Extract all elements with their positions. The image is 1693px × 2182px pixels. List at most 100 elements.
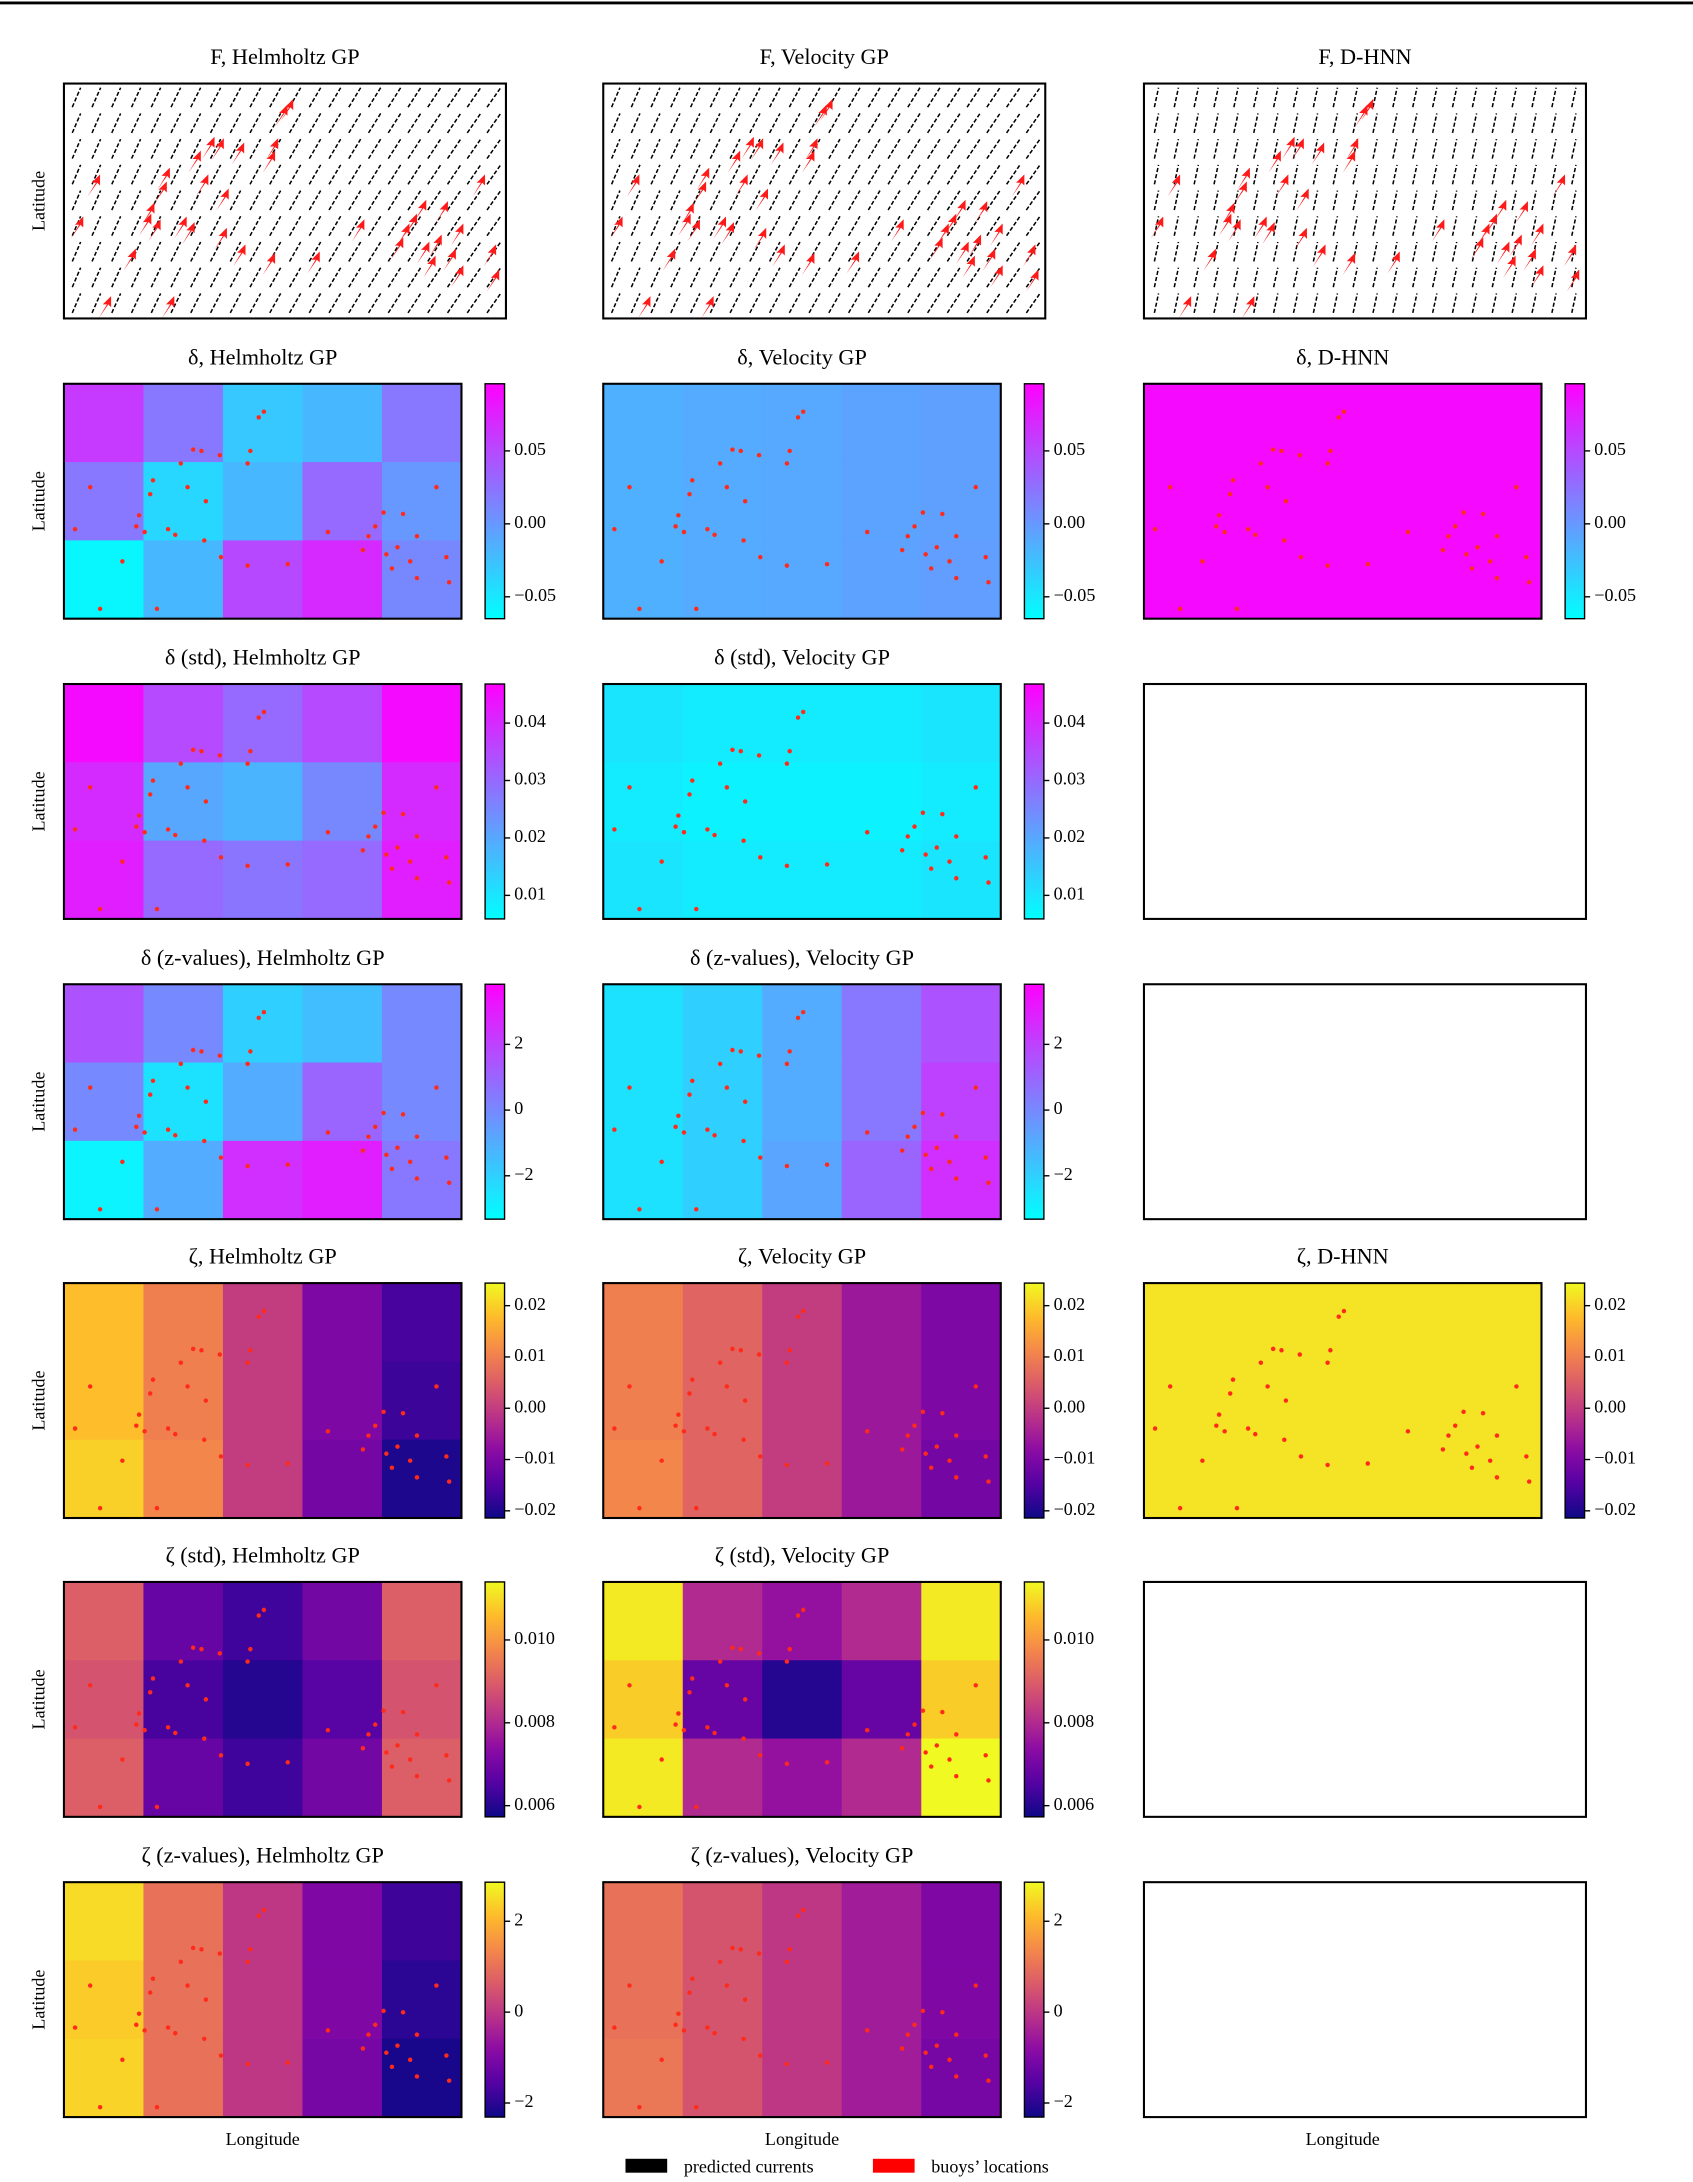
current-arrow bbox=[1312, 87, 1319, 108]
buoy-dot bbox=[784, 1360, 790, 1365]
heat-cell bbox=[381, 462, 463, 541]
colorbar-tick-label: −2 bbox=[1054, 1164, 1073, 1184]
current-arrow bbox=[1253, 138, 1259, 159]
buoy-dot bbox=[1177, 1505, 1183, 1511]
current-arrow bbox=[71, 241, 82, 262]
heat-cell bbox=[1461, 1361, 1543, 1441]
heat-cell bbox=[302, 984, 383, 1064]
heat-cell bbox=[143, 762, 224, 842]
buoy-dot bbox=[795, 715, 801, 720]
buoy-arrow bbox=[216, 188, 229, 211]
panel-title: ζ (std), Helmholtz GP bbox=[166, 1542, 360, 1567]
current-arrow bbox=[229, 87, 242, 108]
heat-cell bbox=[143, 684, 224, 763]
buoy-arrow bbox=[443, 248, 456, 271]
current-arrow bbox=[328, 190, 342, 211]
current-arrow bbox=[867, 113, 881, 134]
predicted-currents bbox=[71, 87, 502, 314]
buoy-arrow bbox=[1234, 181, 1247, 204]
current-arrow bbox=[1213, 216, 1219, 236]
current-arrow bbox=[788, 164, 801, 185]
current-arrow bbox=[1471, 216, 1478, 236]
current-arrow bbox=[709, 87, 721, 108]
buoy-dot bbox=[1227, 1391, 1233, 1396]
buoy-dot bbox=[973, 785, 978, 790]
current-arrow bbox=[1005, 215, 1021, 237]
current-arrow bbox=[986, 112, 1001, 134]
heat-cell bbox=[63, 1439, 145, 1519]
heat-cell bbox=[381, 383, 463, 463]
current-arrow bbox=[1292, 267, 1299, 288]
current-arrow bbox=[670, 190, 681, 211]
buoy-dot bbox=[705, 1426, 710, 1431]
buoy-dot bbox=[1216, 1412, 1222, 1417]
current-arrow bbox=[150, 241, 162, 262]
buoy-arrow bbox=[413, 199, 427, 223]
buoy-dot bbox=[742, 799, 748, 804]
current-arrow bbox=[486, 87, 502, 108]
heat-cell bbox=[302, 383, 383, 463]
buoy-dot bbox=[724, 1384, 730, 1389]
buoy-dot bbox=[400, 811, 406, 817]
buoy-arrow bbox=[154, 181, 167, 204]
current-arrow bbox=[427, 215, 442, 237]
current-arrow bbox=[1431, 87, 1438, 108]
heat-cell bbox=[682, 1439, 763, 1519]
buoy-dot bbox=[178, 1659, 184, 1664]
buoy-dot bbox=[173, 532, 178, 538]
buoy-dot bbox=[325, 1130, 331, 1135]
buoy-dot bbox=[1405, 1429, 1411, 1434]
heat-cell bbox=[682, 1361, 763, 1441]
buoy-dot bbox=[1297, 1352, 1303, 1357]
current-arrow bbox=[1213, 293, 1219, 314]
current-arrow bbox=[1451, 267, 1458, 288]
heat-cell bbox=[762, 1062, 843, 1142]
current-arrow bbox=[407, 215, 422, 237]
buoy-dot bbox=[1446, 1433, 1451, 1438]
buoy-dot bbox=[245, 1462, 250, 1468]
current-arrow bbox=[1531, 267, 1537, 288]
heat-cell bbox=[841, 1882, 922, 1962]
heat-cell bbox=[682, 1882, 763, 1962]
buoy-dot bbox=[360, 2046, 366, 2051]
buoy-dot bbox=[1283, 1398, 1289, 1403]
current-arrow bbox=[348, 215, 362, 237]
current-arrow bbox=[1491, 87, 1498, 108]
current-arrow bbox=[130, 87, 142, 108]
current-arrow bbox=[887, 190, 901, 211]
current-arrow bbox=[249, 190, 262, 211]
current-arrow bbox=[709, 267, 721, 288]
current-arrow bbox=[1352, 113, 1359, 134]
current-arrow bbox=[1551, 87, 1557, 108]
current-arrow bbox=[1005, 241, 1021, 262]
current-arrow bbox=[1471, 164, 1478, 185]
current-arrow bbox=[1451, 138, 1458, 159]
current-arrow bbox=[986, 293, 1001, 314]
current-arrow bbox=[1213, 138, 1219, 159]
buoy-dot bbox=[173, 2031, 178, 2036]
current-arrow bbox=[1312, 138, 1319, 159]
buoy-dot bbox=[687, 1990, 692, 1995]
current-arrow bbox=[170, 293, 182, 314]
buoy-dot bbox=[612, 526, 617, 532]
buoy-dot bbox=[724, 1085, 730, 1090]
current-arrow bbox=[387, 113, 402, 134]
buoy-dot bbox=[325, 1429, 331, 1434]
current-arrow bbox=[71, 293, 82, 314]
buoy-dot bbox=[1461, 510, 1466, 515]
current-arrow bbox=[650, 190, 661, 211]
buoy-dot bbox=[742, 1099, 748, 1104]
current-arrow bbox=[1352, 267, 1359, 288]
current-arrow bbox=[209, 293, 222, 314]
current-arrow bbox=[269, 293, 282, 314]
legend-label: buoys’ locations bbox=[931, 2157, 1048, 2177]
current-arrow bbox=[1412, 216, 1418, 236]
heat-cell bbox=[143, 1960, 224, 2040]
buoy-dot bbox=[899, 1746, 905, 1751]
buoy-arrow bbox=[274, 104, 288, 127]
current-arrow bbox=[229, 215, 242, 237]
current-arrow bbox=[288, 241, 302, 262]
current-arrow bbox=[229, 164, 242, 185]
current-arrow bbox=[209, 164, 222, 185]
buoy-dot bbox=[928, 2064, 934, 2070]
